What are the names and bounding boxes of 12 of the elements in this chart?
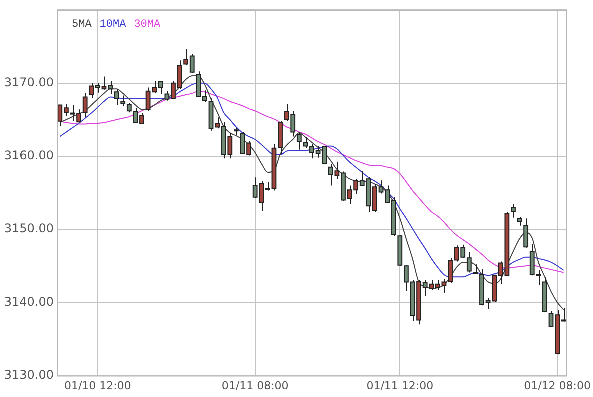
x-tick-label: 01/11 08:00 bbox=[222, 379, 289, 392]
y-tick-label: 3160.00 bbox=[4, 148, 54, 163]
text: 5MA bbox=[72, 19, 92, 32]
y-tick-label: 3130.00 bbox=[4, 368, 54, 382]
y-tick-label: 3150.00 bbox=[4, 222, 54, 236]
x-tick-label: 01/10 12:00 bbox=[64, 379, 132, 392]
y-tick-label: 3170.00 bbox=[4, 75, 54, 90]
text: 10MA bbox=[100, 19, 127, 32]
y-tick-label: 3140.00 bbox=[4, 294, 54, 309]
x-tick-label: 01/11 12:00 bbox=[366, 379, 434, 392]
x-tick-label: 01/12 08:00 bbox=[524, 379, 592, 392]
text: 30MA bbox=[134, 19, 162, 32]
